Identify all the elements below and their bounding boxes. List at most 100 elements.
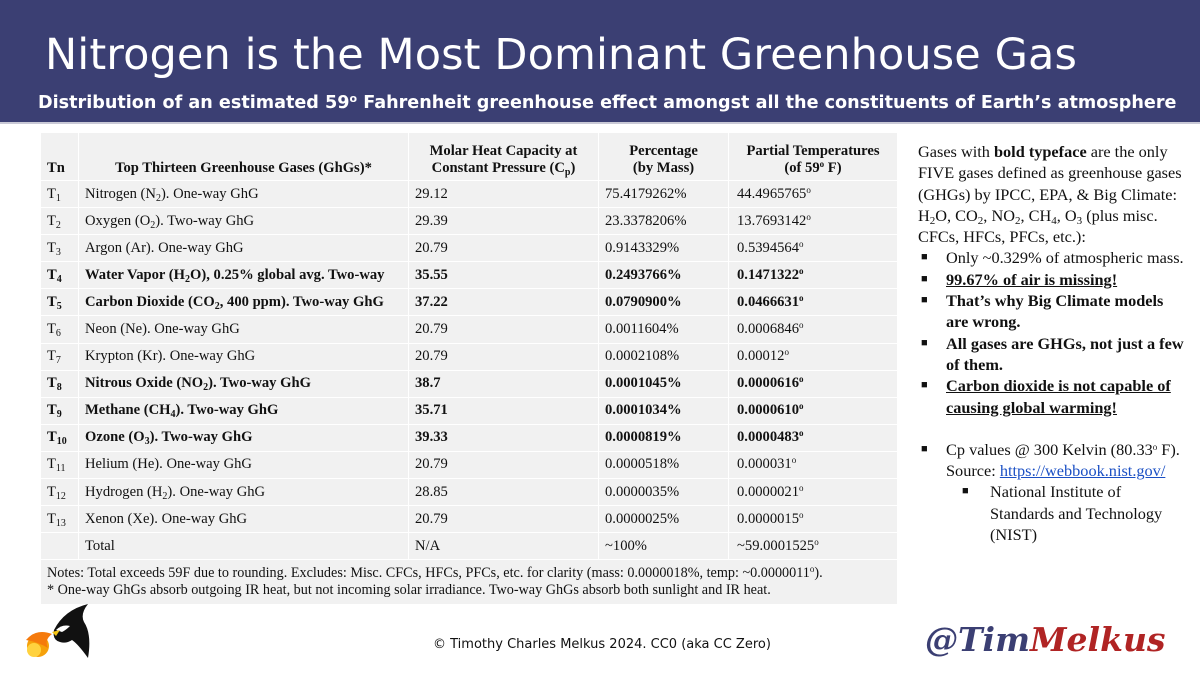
- greenhouse-gas-table: Tn Top Thirteen Greenhouse Gases (GhGs)*…: [40, 132, 898, 606]
- cell-percentage: ~100%: [598, 532, 729, 561]
- intro-text: , O: [1056, 205, 1077, 225]
- degree-superscript: o: [349, 92, 358, 105]
- cell-percentage: 0.0790900%: [598, 288, 729, 317]
- intro-text: O, CO: [935, 205, 978, 225]
- subscript: 2: [929, 214, 936, 227]
- sidebar-source-list: ■ Cp values @ 300 Kelvin (80.33o F). Sour…: [918, 439, 1188, 482]
- author-handle: @TimMelkus: [925, 620, 1166, 659]
- cell-tn: T4: [40, 261, 79, 290]
- cell-cp: 35.71: [408, 396, 599, 425]
- tn-label: T: [47, 185, 56, 202]
- table-row: T6 Neon (Ne). One-way GhG 20.79 0.0011604% 0…: [40, 315, 898, 344]
- tn-index: 13: [55, 517, 66, 529]
- gas-name-end: ). Two-way GhG: [175, 402, 279, 419]
- cell-percentage: 0.2493766%: [598, 261, 729, 290]
- subtitle-text: Distribution of an estimated 59: [38, 93, 350, 113]
- tn-index: 8: [56, 382, 62, 394]
- cell-cp: 38.7: [408, 369, 599, 398]
- cell-partial-temp: 0.0006846o: [728, 315, 898, 344]
- intro-text: , CH: [1020, 205, 1052, 225]
- table-row: T7 Krypton (Kr). One-way GhG 20.79 0.000210…: [40, 342, 898, 371]
- page-subtitle: Distribution of an estimated 59o Fahrenh…: [38, 93, 1176, 113]
- intro-text: (plus misc. CFCs, HFCs, PFCs, etc.):: [918, 205, 1158, 247]
- list-item: ■ Cp values @ 300 Kelvin (80.33o F). Sour…: [918, 439, 1188, 482]
- gas-name: Water Vapor (H: [85, 266, 186, 283]
- degree-mark: o: [799, 482, 804, 493]
- cell-partial-temp: 0.1471322o: [728, 261, 898, 290]
- nist-source-link[interactable]: https://webbook.nist.gov/: [999, 461, 1166, 481]
- tn-label: T: [47, 456, 56, 473]
- gas-name-end: ). Two-way GhG: [155, 212, 255, 229]
- square-bullet-icon: ■: [962, 485, 969, 498]
- square-bullet-icon: ■: [921, 251, 928, 264]
- tn-index: 4: [56, 273, 62, 285]
- cp-note-text: F). Source:: [946, 439, 1180, 481]
- temp-value: 0.0000021: [737, 483, 800, 500]
- list-item: ■ Only ~0.329% of atmospheric mass.: [918, 247, 1188, 268]
- cell-tn: T6: [40, 315, 79, 344]
- header-temp-end: F): [824, 160, 842, 176]
- temp-value: 0.5394564: [737, 239, 800, 256]
- temp-value: 0.0006846: [737, 321, 800, 338]
- gas-name: Helium (He). One-way GhG: [85, 456, 252, 473]
- notes-line1-end: ).: [814, 565, 823, 582]
- cell-partial-temp: 0.0466631o: [728, 288, 898, 317]
- bullet-text: That’s why Big Climate models are wrong.: [946, 291, 1164, 332]
- cell-tn: T8: [40, 369, 79, 398]
- cell-percentage: 0.0001034%: [598, 396, 729, 425]
- square-bullet-icon: ■: [921, 442, 928, 455]
- tn-label: T: [47, 293, 57, 310]
- cell-cp: 28.85: [408, 478, 599, 507]
- temp-value: 0.0000015: [737, 510, 800, 527]
- cell-cp: 37.22: [408, 288, 599, 317]
- bullet-text: 99.67% of air is missing!: [946, 269, 1118, 289]
- spacer: [918, 418, 1188, 439]
- bullet-text: Only ~0.329% of atmospheric mass.: [946, 248, 1184, 268]
- square-bullet-icon: ■: [921, 379, 928, 392]
- header-cp-line1: Molar Heat Capacity at: [429, 143, 578, 159]
- degree-mark: o: [806, 184, 811, 195]
- sidebar-intro: Gases with bold typeface are the only FI…: [918, 141, 1188, 247]
- gas-name: Xenon (Xe). One-way GhG: [85, 510, 248, 527]
- table-row-total: Total N/A ~100% ~59.0001525o: [40, 532, 898, 561]
- header-pct-line2: (by Mass): [632, 160, 695, 176]
- copyright-notice: © Timothy Charles Melkus 2024. CC0 (aka …: [433, 637, 771, 652]
- table-row: T13 Xenon (Xe). One-way GhG 20.79 0.0000025…: [40, 505, 898, 534]
- gas-subscript: 4: [170, 409, 176, 421]
- table-row: T8 Nitrous Oxide (NO2). Two-way GhG 38.7 0.…: [40, 369, 898, 398]
- gas-name: Nitrous Oxide (NO: [85, 375, 204, 392]
- tn-label: T: [47, 266, 57, 283]
- tn-index: 7: [55, 355, 61, 367]
- temp-value: 0.0466631: [737, 293, 800, 310]
- handle-part2: Melkus: [1030, 620, 1166, 659]
- banner-divider: [0, 122, 1200, 124]
- table-notes: Notes: Total exceeds 59F due to rounding…: [40, 559, 898, 606]
- header-partial-temp: Partial Temperatures (of 59o F): [728, 132, 898, 181]
- degree-mark: o: [791, 455, 797, 466]
- temp-value: 0.0000483: [737, 429, 800, 446]
- cell-tn: T13: [40, 505, 79, 534]
- cell-percentage: 0.9143329%: [598, 234, 729, 263]
- gas-name-end: ). Two-way GhG: [149, 429, 253, 446]
- degree-mark: o: [799, 428, 804, 439]
- cell-cp: 20.79: [408, 505, 599, 534]
- subscript: 2: [1014, 214, 1021, 227]
- degree-mark: o: [814, 536, 819, 547]
- temp-value: 0.000031: [737, 456, 792, 473]
- degree-mark: o: [799, 509, 804, 520]
- subtitle-text-end: Fahrenheit greenhouse effect amongst all…: [357, 93, 1177, 113]
- cell-partial-temp: 0.5394564o: [728, 234, 898, 263]
- cell-gas: Argon (Ar). One-way GhG: [78, 234, 409, 263]
- cell-gas: Helium (He). One-way GhG: [78, 450, 409, 480]
- temp-value: 44.4965765: [737, 185, 807, 202]
- gas-subscript: 2: [214, 300, 220, 312]
- cell-gas: Hydrogen (H2). One-way GhG: [78, 478, 409, 507]
- table-row: T3 Argon (Ar). One-way GhG 20.79 0.9143329%…: [40, 234, 898, 263]
- bullet-text: Carbon dioxide is not capable of causing…: [946, 376, 1171, 417]
- cell-cp: 29.39: [408, 207, 599, 236]
- tn-index: 5: [56, 300, 62, 312]
- eagle-breathing-fire-icon: [26, 604, 90, 658]
- cell-gas: Ozone (O3). Two-way GhG: [78, 423, 409, 452]
- cell-gas: Oxygen (O2). Two-way GhG: [78, 207, 409, 236]
- square-bullet-icon: ■: [921, 294, 928, 307]
